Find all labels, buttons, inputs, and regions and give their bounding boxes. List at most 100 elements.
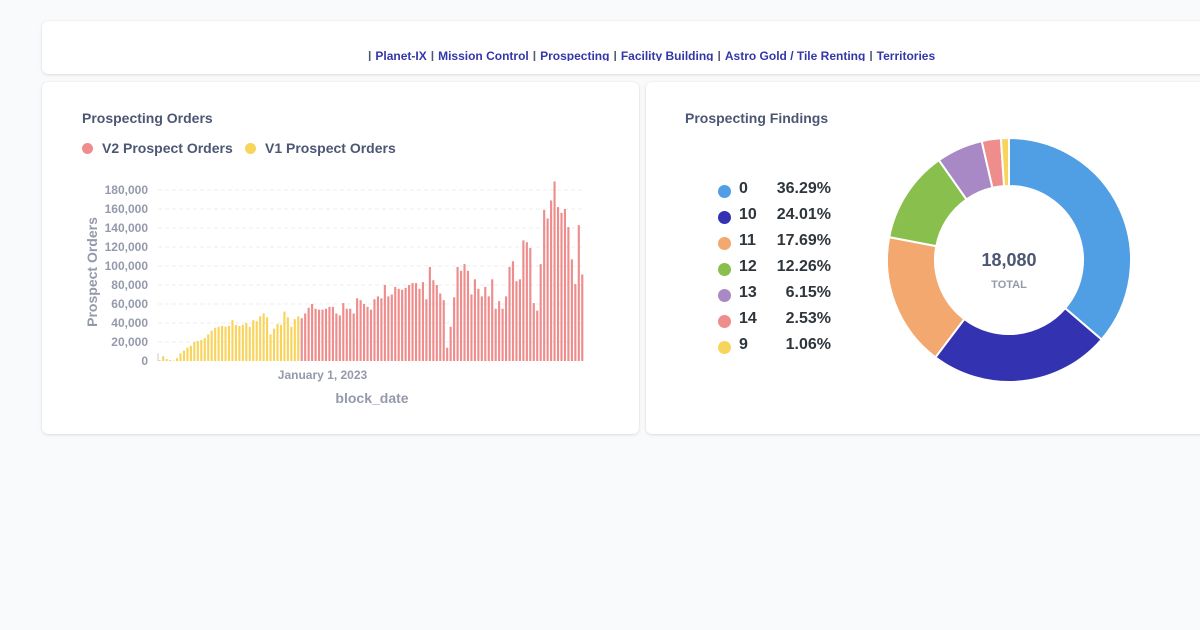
bar[interactable] xyxy=(259,316,262,361)
bar[interactable] xyxy=(529,247,532,361)
bar[interactable] xyxy=(255,321,258,361)
bar[interactable] xyxy=(234,324,238,361)
bar[interactable] xyxy=(345,308,348,361)
bar[interactable] xyxy=(459,270,463,361)
bar[interactable] xyxy=(210,330,213,361)
bar[interactable] xyxy=(311,304,314,361)
bar[interactable] xyxy=(189,345,192,361)
bar[interactable] xyxy=(266,317,269,361)
bar[interactable] xyxy=(304,313,307,362)
bar[interactable] xyxy=(207,334,210,361)
bar[interactable] xyxy=(238,325,241,361)
donut-slice[interactable] xyxy=(999,136,1010,188)
nav-link[interactable]: Facility Building xyxy=(620,49,714,61)
bar[interactable] xyxy=(394,286,397,361)
nav-link[interactable]: Prospecting xyxy=(540,49,610,61)
bar[interactable] xyxy=(366,306,369,361)
bar[interactable] xyxy=(165,359,168,361)
bar[interactable] xyxy=(473,279,476,361)
legend-v2[interactable]: V2 Prospect Orders xyxy=(82,140,233,156)
donut-slice[interactable] xyxy=(1008,136,1132,341)
bar[interactable] xyxy=(498,301,501,361)
bar[interactable] xyxy=(442,300,445,361)
bar[interactable] xyxy=(404,287,407,361)
bar[interactable] xyxy=(324,308,328,361)
bar[interactable] xyxy=(356,298,359,361)
bar[interactable] xyxy=(283,311,286,361)
bar[interactable] xyxy=(342,303,345,361)
bar[interactable] xyxy=(297,316,300,361)
bar[interactable] xyxy=(518,279,522,361)
bar[interactable] xyxy=(484,286,487,361)
bar[interactable] xyxy=(456,266,459,361)
bar[interactable] xyxy=(556,207,560,361)
bar[interactable] xyxy=(376,296,380,361)
bar[interactable] xyxy=(158,360,161,361)
nav-link[interactable]: Mission Control xyxy=(438,49,529,61)
bar[interactable] xyxy=(169,360,172,361)
bar[interactable] xyxy=(550,200,553,361)
bar[interactable] xyxy=(387,296,390,361)
bar[interactable] xyxy=(359,300,362,361)
bar[interactable] xyxy=(470,294,473,362)
bar[interactable] xyxy=(317,309,321,361)
bar[interactable] xyxy=(369,309,373,361)
bar[interactable] xyxy=(241,324,244,361)
bar[interactable] xyxy=(293,319,296,361)
bar[interactable] xyxy=(286,317,289,361)
bar[interactable] xyxy=(439,293,442,361)
bar[interactable] xyxy=(567,227,570,361)
bar[interactable] xyxy=(338,315,341,361)
bar[interactable] xyxy=(508,266,511,361)
bar[interactable] xyxy=(390,294,393,362)
bar[interactable] xyxy=(397,288,400,361)
bar[interactable] xyxy=(487,296,490,361)
bar[interactable] xyxy=(477,288,480,361)
bar[interactable] xyxy=(532,303,535,361)
bar[interactable] xyxy=(414,283,418,361)
bar[interactable] xyxy=(220,325,224,361)
bar[interactable] xyxy=(494,308,497,361)
bar[interactable] xyxy=(543,209,546,361)
bar[interactable] xyxy=(428,266,431,361)
bar[interactable] xyxy=(525,242,528,361)
bar[interactable] xyxy=(227,325,231,361)
bar[interactable] xyxy=(560,212,563,361)
bar[interactable] xyxy=(446,347,449,361)
bar[interactable] xyxy=(383,285,386,361)
bar[interactable] xyxy=(425,299,428,361)
bar[interactable] xyxy=(577,225,580,361)
bar[interactable] xyxy=(401,289,404,361)
findings-title[interactable]: Prospecting Findings xyxy=(685,110,829,126)
bar[interactable] xyxy=(262,313,265,362)
orders-title[interactable]: Prospecting Orders xyxy=(82,110,213,126)
bar[interactable] xyxy=(248,326,251,361)
bar[interactable] xyxy=(276,323,279,361)
bar[interactable] xyxy=(203,338,206,361)
nav-link[interactable]: Planet-IX xyxy=(375,49,427,61)
bar[interactable] xyxy=(373,299,376,361)
bar[interactable] xyxy=(321,309,324,361)
bar[interactable] xyxy=(290,326,293,361)
bar[interactable] xyxy=(581,274,584,361)
bar[interactable] xyxy=(421,282,425,361)
bar[interactable] xyxy=(380,298,383,361)
bar[interactable] xyxy=(570,259,573,361)
bar[interactable] xyxy=(362,304,366,361)
bar[interactable] xyxy=(480,296,483,361)
bar[interactable] xyxy=(466,270,470,361)
bar[interactable] xyxy=(231,320,234,361)
bar[interactable] xyxy=(491,279,494,361)
bar[interactable] xyxy=(245,323,248,361)
bar[interactable] xyxy=(300,318,303,361)
bar[interactable] xyxy=(504,296,508,361)
bar[interactable] xyxy=(314,308,317,361)
bar[interactable] xyxy=(193,342,196,361)
nav-link[interactable]: Astro Gold / Tile Renting xyxy=(724,49,866,61)
bar[interactable] xyxy=(522,240,525,361)
bar[interactable] xyxy=(196,341,199,361)
bar[interactable] xyxy=(501,308,504,361)
bar[interactable] xyxy=(411,283,414,361)
bar[interactable] xyxy=(307,307,310,361)
bar[interactable] xyxy=(563,209,567,361)
